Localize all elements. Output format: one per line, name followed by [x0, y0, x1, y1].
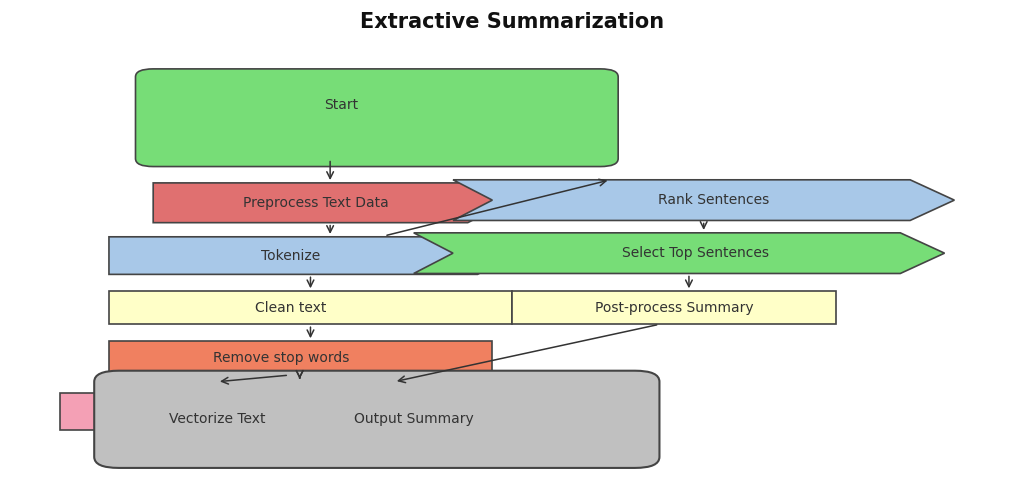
- Bar: [109, 291, 512, 324]
- Bar: [59, 393, 163, 430]
- Text: Output Summary: Output Summary: [354, 412, 473, 426]
- Text: Tokenize: Tokenize: [261, 248, 319, 263]
- Polygon shape: [154, 183, 507, 223]
- Polygon shape: [414, 233, 944, 273]
- Text: Remove stop words: Remove stop words: [213, 351, 349, 365]
- Text: Select Top Sentences: Select Top Sentences: [622, 246, 769, 260]
- Text: Vectorize Text: Vectorize Text: [169, 412, 265, 426]
- Bar: [512, 291, 837, 324]
- Text: Rank Sentences: Rank Sentences: [658, 193, 769, 207]
- Text: Clean text: Clean text: [255, 300, 326, 315]
- Text: Start: Start: [324, 99, 358, 112]
- Text: Post-process Summary: Post-process Summary: [595, 300, 754, 315]
- Polygon shape: [109, 237, 512, 274]
- Polygon shape: [453, 180, 954, 220]
- Bar: [109, 341, 493, 375]
- Title: Extractive Summarization: Extractive Summarization: [360, 12, 664, 32]
- Text: Preprocess Text Data: Preprocess Text Data: [243, 196, 389, 210]
- FancyBboxPatch shape: [135, 69, 618, 166]
- FancyBboxPatch shape: [94, 371, 659, 468]
